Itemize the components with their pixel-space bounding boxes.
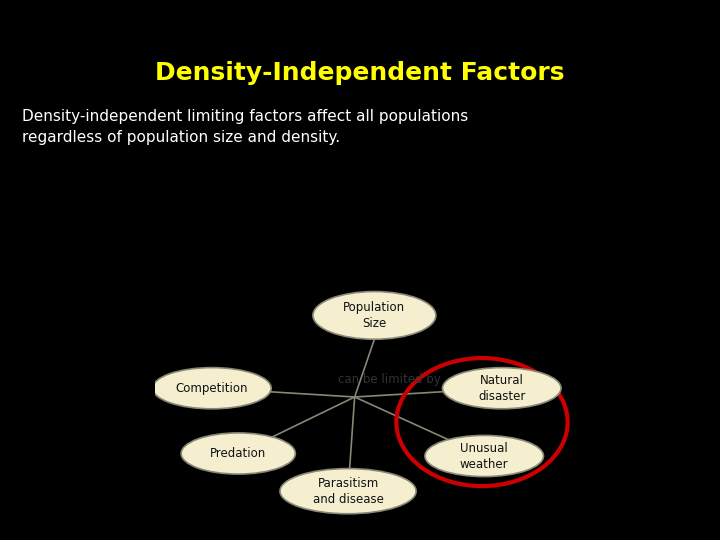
Ellipse shape [153,368,271,409]
Ellipse shape [425,435,544,477]
Text: regardless of population size and density.: regardless of population size and densit… [22,130,340,145]
Text: can be limited by: can be limited by [338,373,441,386]
Ellipse shape [181,433,295,474]
Text: Density-independent limiting factors affect all populations: Density-independent limiting factors aff… [22,109,468,124]
Text: Population
Size: Population Size [343,301,405,330]
Text: Competition: Competition [176,382,248,395]
Ellipse shape [443,368,561,409]
Text: Density-Independent Factors: Density-Independent Factors [156,61,564,85]
Text: Unusual
weather: Unusual weather [460,442,508,470]
Text: Predation: Predation [210,447,266,460]
Ellipse shape [313,292,436,339]
Text: Natural
disaster: Natural disaster [478,374,526,403]
Text: Parasitism
and disease: Parasitism and disease [312,477,384,505]
Ellipse shape [280,469,416,514]
